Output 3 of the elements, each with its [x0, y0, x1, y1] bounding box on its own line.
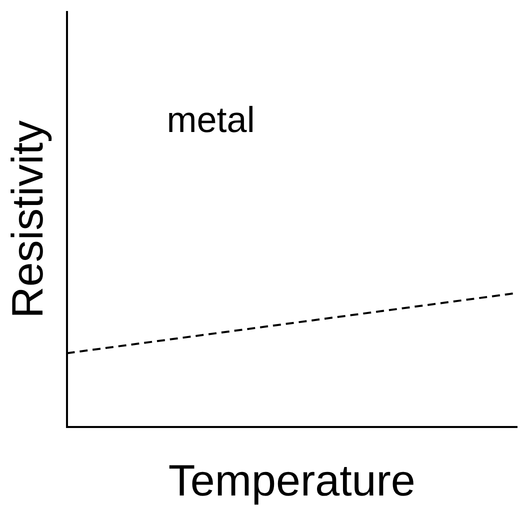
text: metal — [166, 98, 255, 140]
y-axis-title: Resistivity — [4, 120, 53, 318]
x-axis-title: Temperature — [168, 456, 416, 506]
